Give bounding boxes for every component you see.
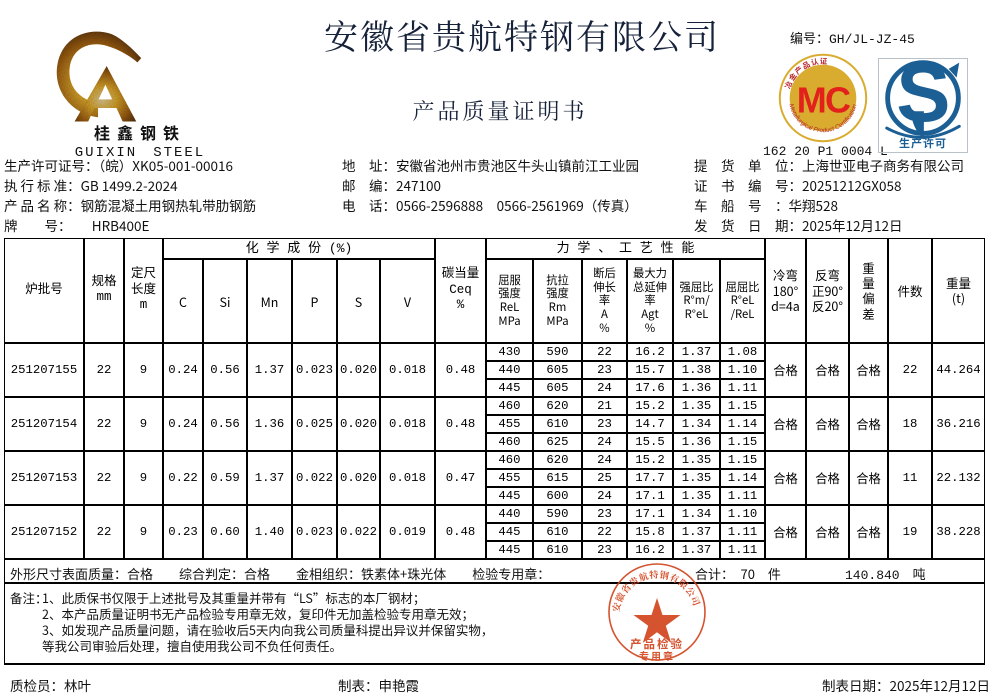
svg-text:专用章: 专用章 bbox=[639, 648, 675, 663]
svg-text:MC: MC bbox=[797, 79, 851, 120]
